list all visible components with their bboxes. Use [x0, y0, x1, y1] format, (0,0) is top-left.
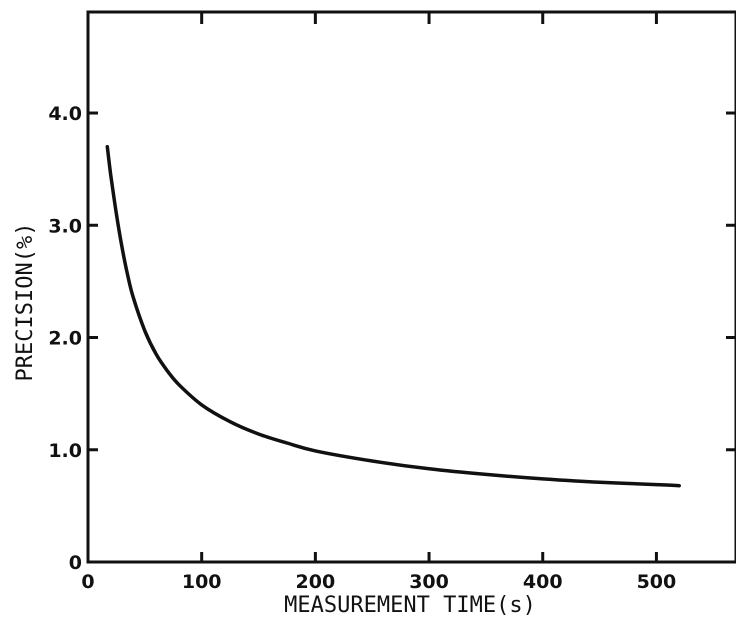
x-tick-label: 300: [409, 571, 449, 593]
precision-curve: [105, 144, 681, 488]
x-tick-label: 0: [81, 571, 94, 593]
y-axis-label: PRECISION(%): [13, 223, 38, 382]
y-tick-labels: 0 1.0 2.0 3.0 4.0: [48, 103, 82, 574]
y-tick-label: 0: [69, 552, 82, 574]
plot-frame: [86, 10, 736, 564]
x-tick-label: 400: [523, 571, 563, 593]
y-tick-label: 1.0: [48, 440, 82, 462]
tick-marks: [86, 12, 736, 564]
y-tick-label: 4.0: [48, 103, 82, 125]
y-tick-label: 2.0: [48, 328, 82, 350]
x-tick-label: 100: [182, 571, 222, 593]
x-tick-label: 200: [296, 571, 336, 593]
x-axis-label: MEASUREMENT TIME(s): [284, 593, 536, 618]
x-tick-labels: 0 100 200 300 400 500: [81, 571, 676, 593]
y-tick-label: 3.0: [48, 215, 82, 237]
x-tick-label: 500: [637, 571, 677, 593]
